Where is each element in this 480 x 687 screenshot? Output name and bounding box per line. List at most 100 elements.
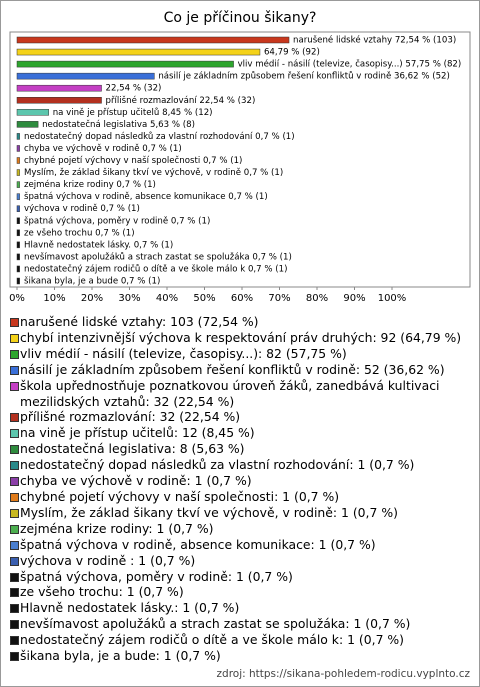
source: zdroj: https://sikana-pohledem-rodicu.vy…: [216, 668, 470, 680]
legend-swatch: [10, 429, 19, 439]
legend-swatch: [10, 620, 19, 630]
data-label: vliv médií - násilí (televize, časopisy.…: [238, 59, 462, 70]
bar: [16, 193, 20, 200]
data-label: šikana byla, je a bude 0,7 % (1): [24, 276, 160, 287]
legend-item: nedostatečná legislativa: 8 (5,63 %): [10, 441, 472, 457]
legend-swatch: [10, 572, 19, 582]
legend-label: špatná výchova, poměry v rodině: 1 (0,7 …: [20, 568, 293, 584]
legend-swatch: [10, 652, 19, 662]
legend-swatch: [10, 492, 19, 502]
legend-label: nevšímavost apolužáků a strach zastat se…: [20, 616, 411, 632]
legend-swatch: [10, 604, 19, 614]
legend-label: na vině je přístup učitelů: 12 (8,45 %): [20, 425, 255, 441]
data-label: nedostatečný dopad následků za vlastní r…: [24, 131, 295, 142]
bar: [16, 205, 20, 212]
legend-swatch: [10, 381, 19, 391]
legend-item: špatná výchova v rodině, absence komunik…: [10, 537, 472, 553]
data-label: ze všeho trochu 0,7 % (1): [24, 227, 135, 238]
legend: narušené lidské vztahy: 103 (72,54 %) chy…: [10, 314, 472, 664]
legend-label: výchova v rodině : 1 (0,7 %): [20, 552, 196, 568]
x-tick-label: 70%: [268, 293, 290, 304]
bar: [16, 217, 20, 224]
legend-swatch: [10, 588, 19, 598]
x-tick-label: 60%: [231, 293, 253, 304]
data-label: špatná výchova v rodině, absence komunik…: [24, 191, 268, 202]
legend-item: šikana byla, je a bude: 1 (0,7 %): [10, 648, 472, 664]
legend-label: špatná výchova v rodině, absence komunik…: [20, 536, 376, 552]
bar: [16, 60, 234, 68]
legend-label: nedostatečný zájem rodičů o dítě a ve šk…: [20, 632, 405, 648]
data-label: Myslím, že základ šikany tkví ve výchově…: [24, 167, 283, 178]
plot-frame: [9, 31, 471, 288]
bar: [16, 133, 20, 140]
legend-item: špatná výchova, poměry v rodině: 1 (0,7 …: [10, 569, 472, 585]
data-label: přílišné rozmazlování 22,54 % (32): [106, 95, 256, 106]
bar: [16, 277, 20, 285]
data-label: nedostatečný zájem rodičů o dítě a ve šk…: [24, 263, 287, 274]
legend-swatch: [10, 540, 19, 550]
legend-swatch: [10, 413, 19, 423]
data-label: nedostatečná legislativa 5,63 % (8): [42, 119, 195, 130]
legend-item: přílišné rozmazlování: 32 (22,54 %): [10, 409, 472, 425]
legend-label: šikana byla, je a bude: 1 (0,7 %): [20, 648, 221, 664]
x-tick-label: 80%: [306, 293, 328, 304]
data-label: výchova v rodině 0,7 % (1): [24, 203, 140, 214]
legend-label: Myslím, že základ šikany tkví ve výchově…: [20, 504, 398, 520]
data-label: chybné pojetí výchovy v naší společnosti…: [24, 155, 242, 166]
legend-swatch: [10, 477, 19, 487]
legend-label: nedostatečný dopad následků za vlastní r…: [20, 457, 415, 473]
legend-label: vliv médií - násilí (televize, časopisy.…: [20, 345, 347, 361]
x-tick-label: 10%: [43, 293, 65, 304]
legend-swatch: [10, 508, 19, 518]
x-tick-label: 50%: [193, 293, 215, 304]
bar: [16, 241, 20, 249]
legend-swatch: [10, 365, 19, 375]
data-label: násilí je základním způsobem řešení konf…: [158, 71, 450, 82]
bar: [16, 72, 155, 80]
chart: Co je příčinou šikany? 0% 10% 20% 30% 40% 50%…: [9, 10, 471, 304]
legend-item: chybí intenzivnější výchova k respektová…: [10, 330, 472, 346]
bar: [16, 109, 49, 116]
legend-item: nevšímavost apolužáků a strach zastat se…: [10, 616, 472, 632]
legend-item: narušené lidské vztahy: 103 (72,54 %): [10, 314, 472, 330]
data-label: nevšímavost apolužáků a strach zastat se…: [24, 251, 292, 262]
x-tick-label: 90%: [343, 293, 365, 304]
x-tick-label: 30%: [118, 293, 140, 304]
legend-item: chyba ve výchově v rodině: 1 (0,7 %): [10, 473, 472, 489]
legend-swatch: [10, 445, 19, 455]
legend-item: zejména krize rodiny: 1 (0,7 %): [10, 521, 472, 537]
x-tick-label: 20%: [81, 293, 103, 304]
legend-label: chyba ve výchově v rodině: 1 (0,7 %): [20, 473, 252, 489]
legend-label: násilí je základním způsobem řešení konf…: [20, 361, 445, 377]
data-label: narušené lidské vztahy 72,54 % (103): [293, 35, 456, 46]
bar: [16, 36, 290, 44]
legend-item: škola upřednostňuje poznatkovou úroveň ž…: [10, 378, 472, 410]
legend-item: Myslím, že základ šikany tkví ve výchově…: [10, 505, 472, 521]
legend-label: zejména krize rodiny: 1 (0,7 %): [20, 520, 214, 536]
legend-swatch: [10, 461, 19, 471]
bar: [16, 229, 20, 237]
legend-item: vliv médií - násilí (televize, časopisy.…: [10, 346, 472, 362]
x-tick-label: 0%: [9, 293, 25, 304]
x-tick-label: 40%: [156, 293, 178, 304]
legend-item: Hlavně nedostatek lásky.: 1 (0,7 %): [10, 600, 472, 616]
legend-item: nedostatečný dopad následků za vlastní r…: [10, 457, 472, 473]
legend-label: chybí intenzivnější výchova k respektová…: [20, 329, 462, 345]
bar: [16, 48, 261, 56]
bar: [16, 253, 20, 261]
bar: [16, 97, 102, 104]
data-label: špatná výchova, poměry v rodině 0,7 % (1…: [24, 215, 210, 226]
data-label: 64,79 % (92): [264, 48, 320, 58]
x-tick-label: 100%: [378, 293, 407, 304]
legend-swatch: [10, 524, 19, 534]
legend-swatch: [10, 349, 19, 359]
legend-swatch: [10, 333, 19, 343]
legend-item: chybné pojetí výchovy v naší společnosti…: [10, 489, 472, 505]
legend-label: narušené lidské vztahy: 103 (72,54 %): [20, 314, 259, 329]
legend-label: ze všeho trochu: 1 (0,7 %): [20, 584, 184, 600]
legend-swatch: [10, 556, 19, 566]
bar: [16, 181, 20, 188]
data-label: na vině je přístup učitelů 8,45 % (12): [53, 107, 213, 118]
bar: [16, 169, 20, 176]
